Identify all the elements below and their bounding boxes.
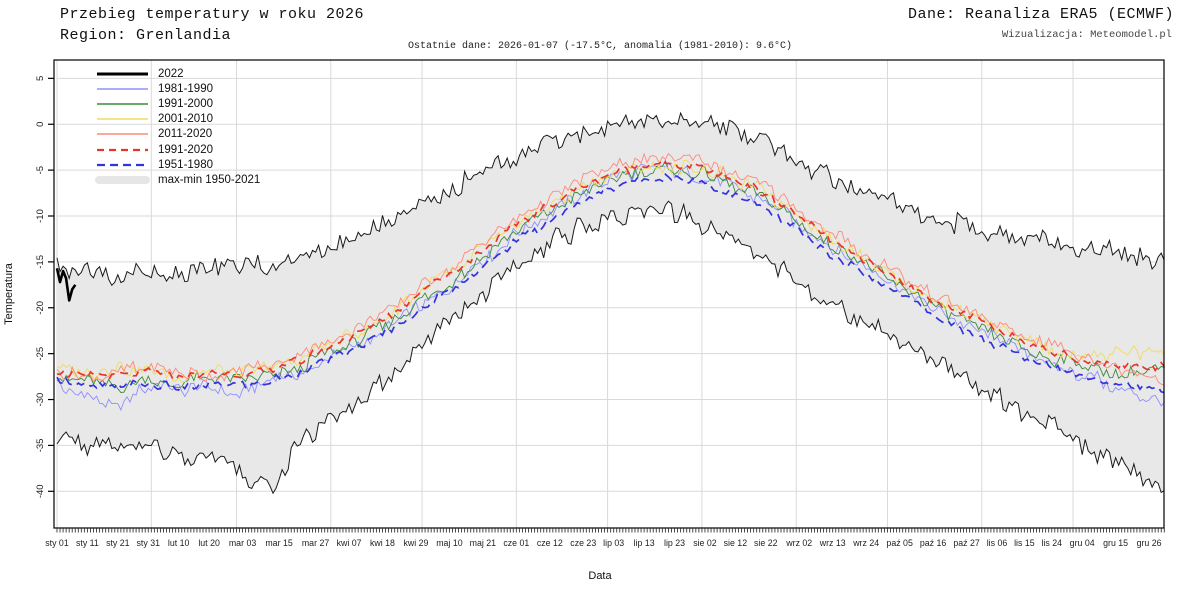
legend-line-swatch [95,125,150,143]
legend-line-swatch [95,156,150,174]
legend-item: 2022 [95,66,260,81]
svg-text:0: 0 [35,122,46,127]
legend-line-swatch [95,80,150,98]
svg-text:lut 10: lut 10 [168,538,190,548]
gridlines [56,60,1164,528]
y-axis-title: Temperatura [3,263,15,325]
svg-text:lis 24: lis 24 [1041,538,1062,548]
svg-text:-35: -35 [35,439,46,453]
svg-text:sty 01: sty 01 [45,538,69,548]
axis-ticks [48,77,1165,533]
max-min-band [56,111,1165,495]
legend-item: 1951-1980 [95,157,260,172]
series-2011-2020 [56,152,1165,386]
svg-text:-5: -5 [35,166,46,174]
legend-label: 2011-2020 [158,128,213,141]
svg-text:paź 16: paź 16 [920,538,947,548]
svg-text:5: 5 [35,76,46,81]
svg-text:-30: -30 [35,393,46,407]
data-source-label: Dane: Reanaliza ERA5 (ECMWF) [907,6,1174,23]
legend-band-swatch [95,175,150,184]
legend-item: 2011-2020 [95,127,260,142]
svg-text:-10: -10 [35,209,46,223]
legend-label: 2001-2010 [158,113,213,126]
svg-text:paź 27: paź 27 [953,538,980,548]
svg-text:lis 06: lis 06 [987,538,1008,548]
svg-text:kwi 18: kwi 18 [370,538,395,548]
visualization-credit: Wizualizacja: Meteomodel.pl [1001,29,1172,41]
svg-text:-15: -15 [35,255,46,269]
svg-text:gru 26: gru 26 [1137,538,1162,548]
svg-text:maj 10: maj 10 [436,538,463,548]
svg-text:sty 31: sty 31 [137,538,161,548]
svg-text:gru 04: gru 04 [1070,538,1095,548]
legend-label: max-min 1950-2021 [158,173,261,186]
legend-item: 1991-2020 [95,142,260,157]
svg-text:sty 21: sty 21 [106,538,130,548]
legend-line-swatch [95,141,150,159]
legend-label: 1991-2020 [158,143,213,156]
legend-label: 1951-1980 [158,158,213,171]
series-1991-2020 [56,157,1165,382]
legend-item: 1991-2000 [95,96,260,111]
svg-text:kwi 29: kwi 29 [403,538,428,548]
svg-text:lip 23: lip 23 [664,538,685,548]
svg-text:cze 23: cze 23 [570,538,596,548]
svg-text:lip 03: lip 03 [603,538,624,548]
svg-text:gru 15: gru 15 [1103,538,1128,548]
svg-text:mar 27: mar 27 [302,538,329,548]
legend-label: 2022 [158,67,184,80]
legend-label: 1991-2000 [158,97,213,110]
data-series-lines [56,152,1165,412]
plot-frame [53,59,1165,529]
svg-text:wrz 02: wrz 02 [785,538,812,548]
svg-text:wrz 24: wrz 24 [852,538,879,548]
legend-item: 1981-1990 [95,81,260,96]
svg-text:wrz 13: wrz 13 [819,538,846,548]
current-year-line [55,268,77,302]
legend-line-swatch [95,110,150,128]
svg-text:cze 12: cze 12 [537,538,563,548]
svg-text:sie 02: sie 02 [693,538,717,548]
svg-text:sty 11: sty 11 [76,538,99,548]
series-1951-1980 [56,172,1165,394]
chart-title: Przebieg temperatury w roku 2026 [60,6,365,23]
svg-text:cze 01: cze 01 [503,538,529,548]
legend-item: max-min 1950-2021 [95,172,260,187]
svg-text:lip 13: lip 13 [634,538,655,548]
svg-text:maj 21: maj 21 [470,538,497,548]
svg-text:mar 03: mar 03 [229,538,256,548]
series-1981-1990 [56,162,1165,412]
x-axis-title: Data [588,570,612,582]
chart-legend: 2022 1981-1990 1991-2000 2001-2010 2011-2020… [95,66,260,188]
legend-item: 2001-2010 [95,112,260,127]
latest-data-subtitle: Ostatnie dane: 2026-01-07 (-17.5°C, anom… [407,41,793,52]
svg-text:sie 12: sie 12 [724,538,748,548]
svg-text:kwi 07: kwi 07 [337,538,362,548]
legend-line-swatch [95,65,150,83]
svg-text:-40: -40 [35,484,46,498]
svg-text:lis 15: lis 15 [1014,538,1035,548]
legend-line-swatch [95,95,150,113]
chart-region-subtitle: Region: Grenlandia [60,27,232,44]
svg-text:lut 20: lut 20 [198,538,220,548]
svg-text:paź 05: paź 05 [886,538,913,548]
axis-tick-labels: 5 0 -5 -10 -15 -20 -25 -30 -35 -40 sty 01 sty 11 sty… [35,76,1162,548]
svg-text:sie 22: sie 22 [754,538,778,548]
svg-text:-20: -20 [35,301,46,315]
legend-label: 1981-1990 [158,82,213,95]
svg-text:-25: -25 [35,347,46,361]
svg-text:mar 15: mar 15 [265,538,292,548]
